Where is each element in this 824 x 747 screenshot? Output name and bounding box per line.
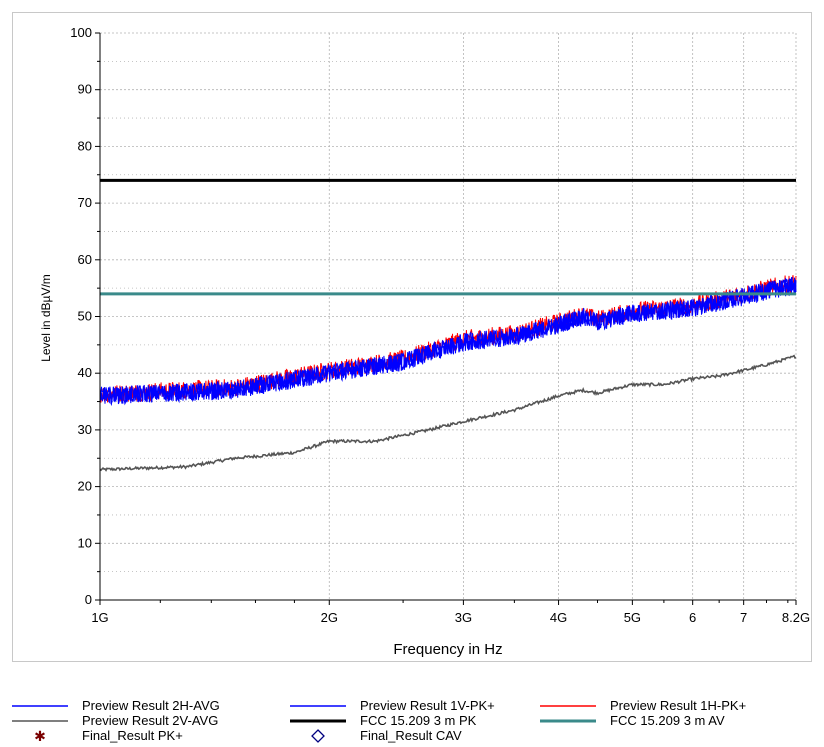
x-tick-label: 6 — [689, 610, 696, 625]
y-tick-label: 100 — [70, 25, 92, 40]
x-tick-label: 2G — [321, 610, 338, 625]
legend-label: Preview Result 2V-AVG — [82, 713, 218, 728]
legend-item: Preview Result 1V-PK+ — [290, 698, 495, 713]
diamond-icon — [311, 729, 325, 743]
axes: 0 10 20 30 40 50 60 70 80 90 100 1G 2G 3G 4G 5G 6 7 8.2G — [70, 25, 810, 625]
series-preview-result-2v-avg — [99, 354, 797, 472]
x-tick-label: 1G — [91, 610, 108, 625]
y-tick-label: 20 — [78, 479, 92, 494]
y-axis-label: Level in dBµV/m — [39, 274, 53, 362]
chart-frame — [12, 12, 812, 662]
y-tick-label: 30 — [78, 422, 92, 437]
legend: Preview Result 2H-AVG Preview Result 1V-P… — [12, 698, 746, 745]
y-tick-label: 0 — [85, 592, 92, 607]
series-preview-result-1v-pk- — [99, 276, 797, 405]
y-tick-label: 10 — [78, 535, 92, 550]
grid — [100, 32, 797, 600]
legend-item: ✱ Final_Result PK+ — [34, 728, 183, 745]
legend-label: FCC 15.209 3 m AV — [610, 713, 725, 728]
x-tick-label: 4G — [550, 610, 567, 625]
legend-label: FCC 15.209 3 m PK — [360, 713, 477, 728]
legend-label: Final_Result PK+ — [82, 728, 183, 743]
legend-item: Preview Result 2H-AVG — [12, 698, 220, 713]
legend-label: Preview Result 2H-AVG — [82, 698, 220, 713]
y-tick-label: 50 — [78, 309, 92, 324]
legend-label: Preview Result 1V-PK+ — [360, 698, 495, 713]
legend-item: FCC 15.209 3 m AV — [540, 713, 725, 728]
y-tick-label: 70 — [78, 195, 92, 210]
y-tick-label: 80 — [78, 138, 92, 153]
x-axis-label: Frequency in Hz — [393, 641, 502, 658]
legend-item: Preview Result 2V-AVG — [12, 713, 218, 728]
legend-label: Preview Result 1H-PK+ — [610, 698, 746, 713]
plot-series — [99, 178, 797, 472]
x-tick-label: 7 — [740, 610, 747, 625]
legend-item: Preview Result 1H-PK+ — [540, 698, 746, 713]
legend-item: Final_Result CAV — [311, 728, 462, 743]
x-tick-label: 5G — [624, 610, 641, 625]
y-tick-label: 90 — [78, 82, 92, 97]
y-tick-label: 40 — [78, 365, 92, 380]
x-tick-label: 3G — [455, 610, 472, 625]
asterisk-icon: ✱ — [34, 729, 46, 745]
legend-item: FCC 15.209 3 m PK — [290, 713, 477, 728]
legend-label: Final_Result CAV — [360, 728, 462, 743]
x-tick-label: 8.2G — [782, 610, 810, 625]
y-tick-label: 60 — [78, 252, 92, 267]
